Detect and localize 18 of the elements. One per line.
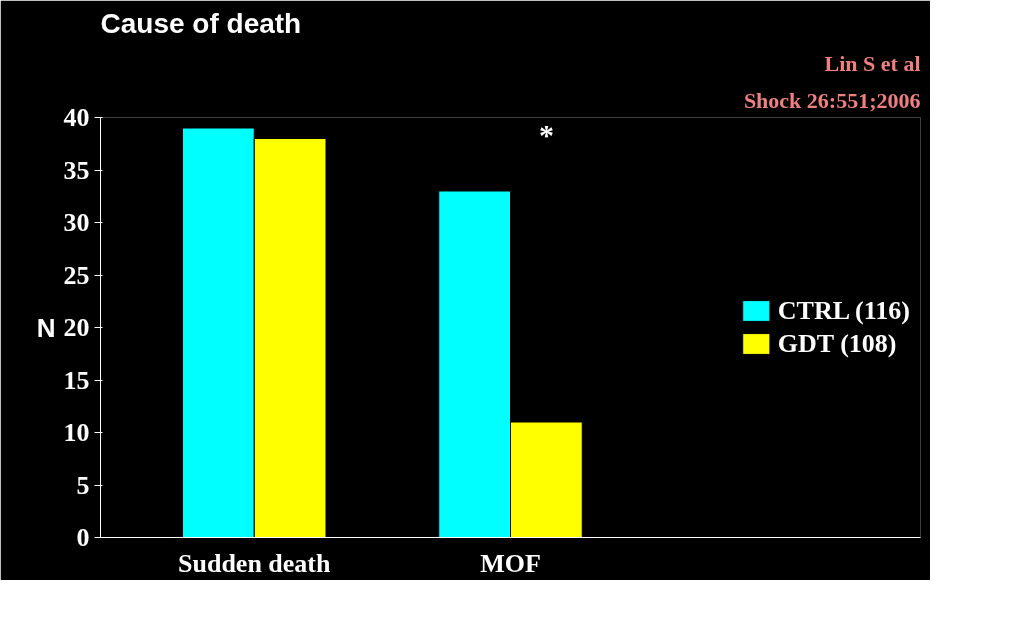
y-tick-label: 20 <box>63 313 90 342</box>
x-tick-label: MOF <box>480 548 541 578</box>
legend-label: CTRL (116) <box>777 295 910 326</box>
y-tick-label: 10 <box>63 418 90 447</box>
text: Shock 26:551;2006 <box>743 87 921 113</box>
y-tick-label: 5 <box>76 470 90 500</box>
y-tick-label: 25 <box>63 260 90 290</box>
y-tick-label: 40 <box>63 103 90 132</box>
y-tick-label: 0 <box>76 523 90 552</box>
text: Lin S et al <box>824 50 921 76</box>
annotation: * <box>538 118 554 152</box>
legend-label: GDT (108) <box>777 328 897 359</box>
y-axis-title: N <box>36 312 56 343</box>
x-tick-label: Sudden death <box>178 548 332 578</box>
y-tick-label: 15 <box>63 365 90 395</box>
chart-title: Cause of death <box>100 7 302 39</box>
y-tick-label: 30 <box>63 208 90 237</box>
y-tick-label: 35 <box>63 155 90 185</box>
